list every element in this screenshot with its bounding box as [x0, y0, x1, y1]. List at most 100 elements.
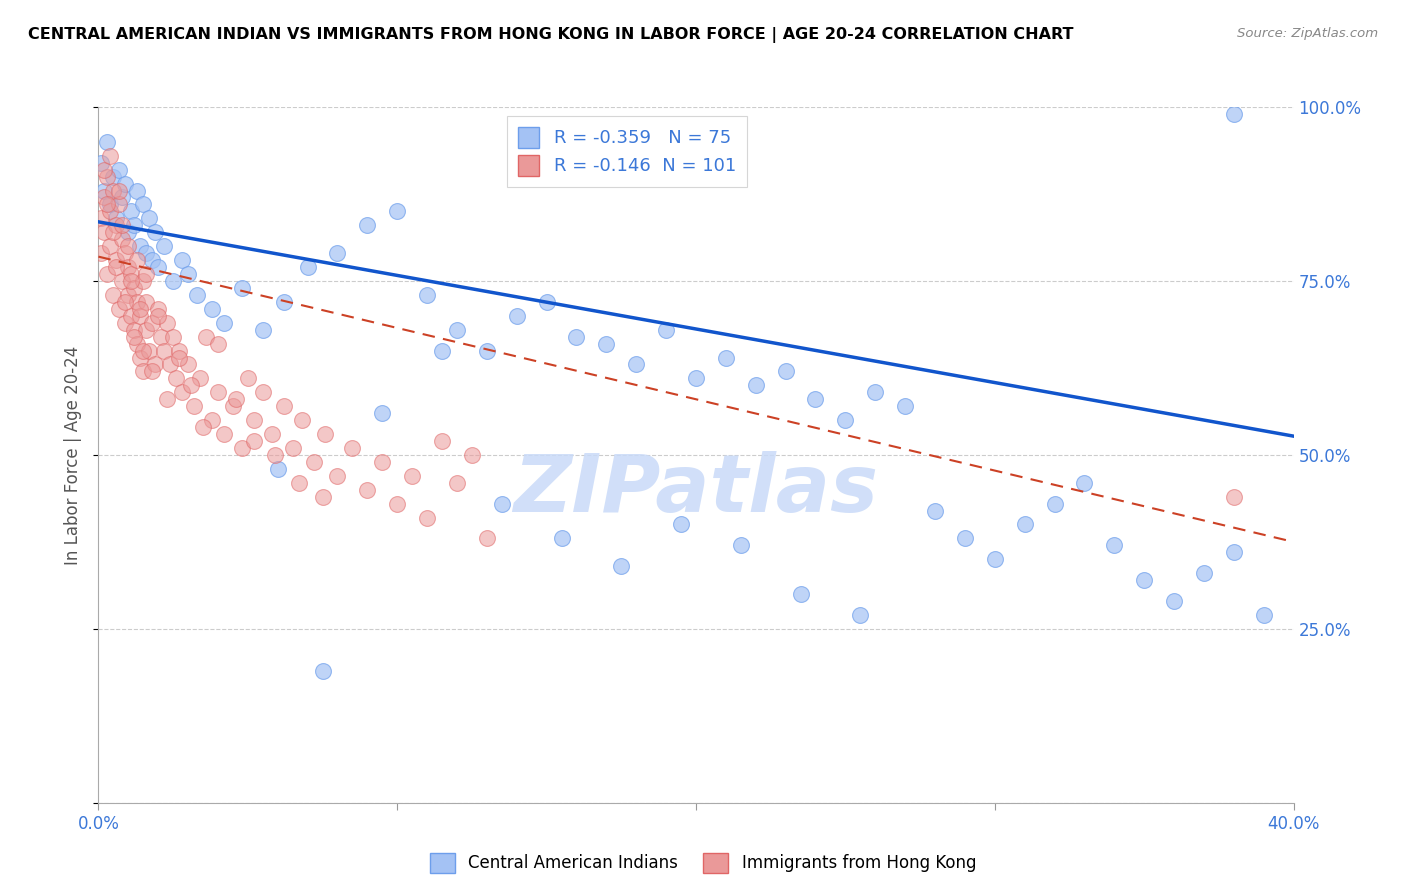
- Point: [165, 371, 187, 385]
- Point: [159, 358, 181, 372]
- Point: [267, 462, 290, 476]
- Point: [231, 281, 253, 295]
- Point: [342, 441, 364, 455]
- Point: [195, 329, 218, 343]
- Point: [162, 274, 184, 288]
- Point: [150, 329, 173, 343]
- Point: [111, 190, 134, 204]
- Point: [96, 169, 118, 184]
- Point: [1163, 594, 1185, 608]
- Point: [117, 260, 139, 274]
- Point: [745, 378, 768, 392]
- Point: [685, 371, 707, 385]
- Point: [93, 225, 115, 239]
- Point: [669, 517, 692, 532]
- Point: [385, 204, 409, 219]
- Point: [138, 343, 160, 358]
- Point: [775, 364, 797, 378]
- Point: [536, 294, 558, 309]
- Point: [201, 301, 224, 316]
- Legend: R = -0.359   N = 75, R = -0.146  N = 101: R = -0.359 N = 75, R = -0.146 N = 101: [506, 116, 747, 186]
- Point: [111, 274, 134, 288]
- Point: [263, 448, 285, 462]
- Point: [156, 392, 179, 407]
- Point: [610, 559, 633, 574]
- Point: [371, 406, 394, 420]
- Point: [183, 399, 205, 413]
- Point: [90, 155, 112, 169]
- Point: [894, 399, 917, 413]
- Point: [93, 190, 115, 204]
- Point: [297, 260, 319, 274]
- Point: [186, 288, 208, 302]
- Point: [129, 301, 152, 316]
- Point: [156, 316, 179, 330]
- Point: [1192, 566, 1215, 581]
- Point: [1223, 490, 1246, 504]
- Point: [108, 184, 131, 198]
- Point: [93, 184, 115, 198]
- Point: [273, 399, 295, 413]
- Point: [132, 197, 155, 211]
- Point: [281, 441, 304, 455]
- Point: [865, 385, 887, 400]
- Point: [260, 427, 283, 442]
- Point: [1043, 497, 1066, 511]
- Point: [984, 552, 1007, 566]
- Point: [714, 351, 737, 365]
- Point: [129, 309, 152, 323]
- Point: [475, 343, 498, 358]
- Point: [108, 301, 131, 316]
- Point: [103, 225, 125, 239]
- Point: [311, 490, 333, 504]
- Point: [127, 294, 149, 309]
- Point: [120, 267, 142, 281]
- Point: [177, 358, 200, 372]
- Point: [141, 364, 163, 378]
- Point: [1223, 545, 1246, 559]
- Point: [655, 323, 678, 337]
- Point: [167, 351, 190, 365]
- Point: [207, 385, 229, 400]
- Point: [141, 253, 163, 268]
- Point: [111, 232, 134, 246]
- Point: [924, 503, 946, 517]
- Point: [506, 309, 529, 323]
- Point: [100, 149, 122, 163]
- Point: [311, 664, 333, 678]
- Point: [117, 239, 139, 253]
- Point: [117, 288, 139, 302]
- Point: [100, 197, 122, 211]
- Point: [491, 497, 513, 511]
- Point: [212, 316, 235, 330]
- Point: [1133, 573, 1156, 587]
- Point: [1253, 607, 1275, 622]
- Point: [212, 427, 235, 442]
- Text: ZIPatlas: ZIPatlas: [513, 450, 879, 529]
- Point: [135, 246, 157, 260]
- Point: [129, 351, 152, 365]
- Point: [287, 475, 309, 490]
- Point: [108, 197, 131, 211]
- Point: [100, 204, 122, 219]
- Point: [148, 309, 170, 323]
- Point: [127, 253, 149, 268]
- Point: [252, 323, 274, 337]
- Legend: Central American Indians, Immigrants from Hong Kong: Central American Indians, Immigrants fro…: [423, 847, 983, 880]
- Point: [105, 211, 128, 226]
- Point: [225, 392, 247, 407]
- Point: [96, 267, 118, 281]
- Point: [90, 211, 112, 226]
- Point: [243, 434, 266, 448]
- Point: [385, 497, 409, 511]
- Point: [93, 162, 115, 177]
- Point: [124, 329, 146, 343]
- Point: [172, 253, 194, 268]
- Point: [143, 225, 166, 239]
- Point: [132, 343, 155, 358]
- Point: [550, 532, 572, 546]
- Point: [120, 204, 142, 219]
- Point: [188, 371, 211, 385]
- Point: [231, 441, 253, 455]
- Point: [595, 336, 617, 351]
